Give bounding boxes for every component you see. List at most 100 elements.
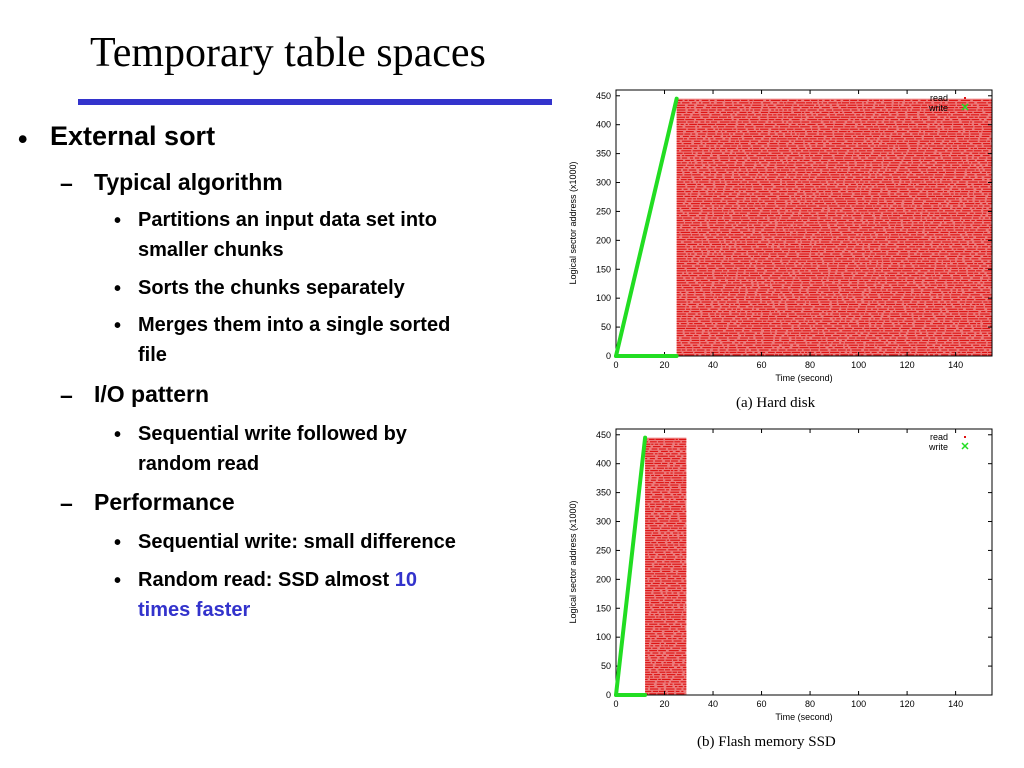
read-point [649, 580, 654, 582]
read-point [680, 453, 687, 455]
read-point [939, 131, 948, 133]
read-point [943, 219, 951, 221]
x-tick-label: 80 [805, 360, 815, 370]
read-point [678, 570, 687, 572]
read-point [940, 243, 944, 245]
read-point [701, 327, 710, 329]
read-point [707, 255, 716, 257]
read-point [777, 169, 780, 171]
read-point [859, 229, 868, 231]
read-point [938, 133, 946, 135]
read-point [872, 198, 878, 200]
read-point [737, 272, 744, 274]
read-point [966, 231, 974, 233]
read-point [748, 222, 757, 224]
read-point [876, 224, 880, 226]
read-point [820, 342, 827, 344]
read-point [858, 150, 866, 152]
read-point [850, 99, 858, 101]
read-point [690, 188, 694, 190]
read-point [973, 344, 980, 346]
read-point [898, 205, 902, 207]
read-point [902, 349, 909, 351]
read-point [786, 296, 793, 298]
read-point [775, 335, 782, 337]
read-point [842, 193, 852, 195]
read-point [854, 111, 864, 113]
read-point [925, 354, 929, 356]
read-point [762, 150, 767, 152]
read-point [788, 188, 792, 190]
read-point [825, 251, 834, 253]
read-point [891, 248, 895, 250]
read-point [723, 291, 729, 293]
read-point [982, 155, 990, 157]
read-point [718, 126, 725, 128]
read-point [725, 330, 735, 332]
read-point [727, 150, 731, 152]
read-point [979, 205, 983, 207]
read-point [947, 186, 951, 188]
read-point [964, 138, 970, 140]
read-point [868, 186, 872, 188]
read-point [779, 102, 783, 104]
read-point [758, 284, 765, 286]
read-point [711, 234, 717, 236]
read-point [787, 145, 796, 147]
read-point [974, 255, 981, 257]
read-point [888, 179, 892, 181]
read-point [722, 248, 729, 250]
read-point [692, 191, 699, 193]
read-point [727, 116, 732, 118]
read-point [751, 107, 761, 109]
read-point [727, 183, 738, 185]
read-point [764, 179, 767, 181]
read-point [846, 248, 853, 250]
read-point [896, 258, 906, 260]
read-point [740, 191, 744, 193]
read-point [903, 205, 908, 207]
read-point [730, 306, 737, 308]
read-point [745, 191, 756, 193]
read-point [940, 327, 945, 329]
read-point [733, 258, 743, 260]
read-point [688, 272, 692, 274]
read-point [645, 513, 651, 515]
read-point [675, 558, 681, 560]
read-point [685, 155, 695, 157]
read-point [787, 191, 798, 193]
read-point [839, 205, 846, 207]
read-point [824, 99, 830, 101]
read-point [852, 294, 862, 296]
read-point [848, 164, 855, 166]
read-point [676, 267, 685, 269]
read-point [743, 263, 750, 265]
read-point [746, 198, 750, 200]
read-point [745, 195, 751, 197]
read-point [662, 592, 666, 594]
read-point [679, 260, 688, 262]
read-point [681, 157, 688, 159]
read-point [716, 102, 723, 104]
read-point [738, 123, 745, 125]
bullet-seq-write-diff: Sequential write: small difference [138, 531, 456, 553]
read-point [785, 212, 793, 214]
read-point [772, 222, 775, 224]
read-point [879, 229, 884, 231]
read-point [836, 138, 844, 140]
read-point [682, 236, 689, 238]
read-point [910, 183, 914, 185]
x-axis-label: Time (second) [775, 373, 832, 383]
read-point [950, 301, 958, 303]
read-point [672, 580, 682, 582]
read-point [826, 135, 833, 137]
read-point [834, 123, 844, 125]
read-point [787, 270, 793, 272]
read-point [676, 308, 685, 310]
read-point [951, 200, 960, 202]
read-point [713, 150, 720, 152]
read-point [754, 255, 760, 257]
read-point [769, 318, 776, 320]
read-point [892, 255, 902, 257]
read-point [675, 503, 686, 505]
